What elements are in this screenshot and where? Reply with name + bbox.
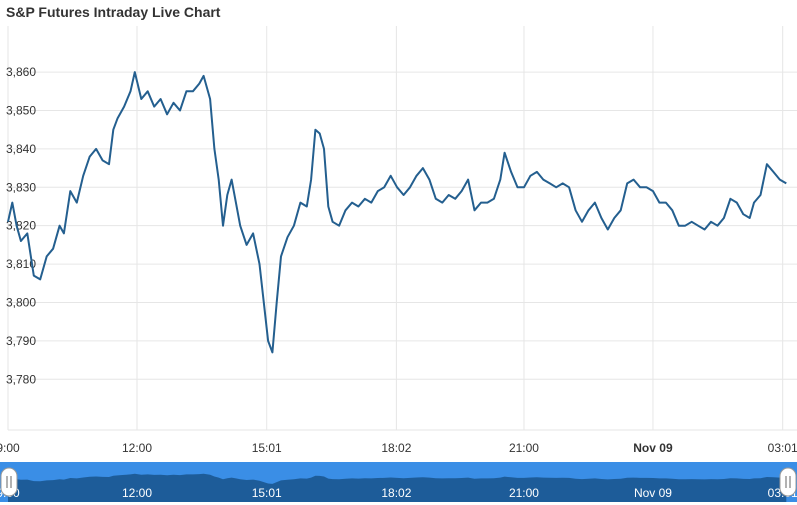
navigator-label: 12:00 xyxy=(122,486,152,500)
y-tick-label: 3,780 xyxy=(6,372,36,386)
x-tick-label: 15:01 xyxy=(252,441,282,455)
handle-body xyxy=(779,467,797,497)
x-tick-label: 9:00 xyxy=(0,441,20,455)
y-tick-label: 3,800 xyxy=(6,295,36,309)
navigator-label: 21:00 xyxy=(509,486,539,500)
y-tick-label: 3,850 xyxy=(6,103,36,117)
series-line xyxy=(7,71,787,354)
gridlines xyxy=(7,26,797,431)
navigator-area xyxy=(8,473,787,502)
y-tick-label: 3,790 xyxy=(6,334,36,348)
x-tick-label: 18:02 xyxy=(381,441,411,455)
chart-title: S&P Futures Intraday Live Chart xyxy=(6,4,221,20)
navigator-right-handle[interactable] xyxy=(779,467,797,497)
x-tick-label: Nov 09 xyxy=(633,441,673,455)
y-axis-ticks: 3,780 3,790 3,800 3,810 3,820 3,830 3,840 3,850… xyxy=(6,65,36,386)
navigator-label: 18:02 xyxy=(381,486,411,500)
navigator-label: 15:01 xyxy=(252,486,282,500)
x-tick-label: 12:00 xyxy=(122,441,152,455)
x-tick-label: 21:00 xyxy=(509,441,539,455)
handle-body xyxy=(0,467,18,497)
y-tick-label: 3,840 xyxy=(6,142,36,156)
y-tick-label: 3,810 xyxy=(6,257,36,271)
navigator-label: Nov 09 xyxy=(634,486,672,500)
y-tick-label: 3,860 xyxy=(6,65,36,79)
y-tick-label: 3,820 xyxy=(6,219,36,233)
x-axis-ticks: 9:00 12:00 15:01 18:02 21:00 Nov 09 03:01 xyxy=(0,441,797,455)
x-tick-label: 03:01 xyxy=(768,441,797,455)
y-tick-label: 3,830 xyxy=(6,180,36,194)
navigator-left-handle[interactable] xyxy=(0,467,18,497)
